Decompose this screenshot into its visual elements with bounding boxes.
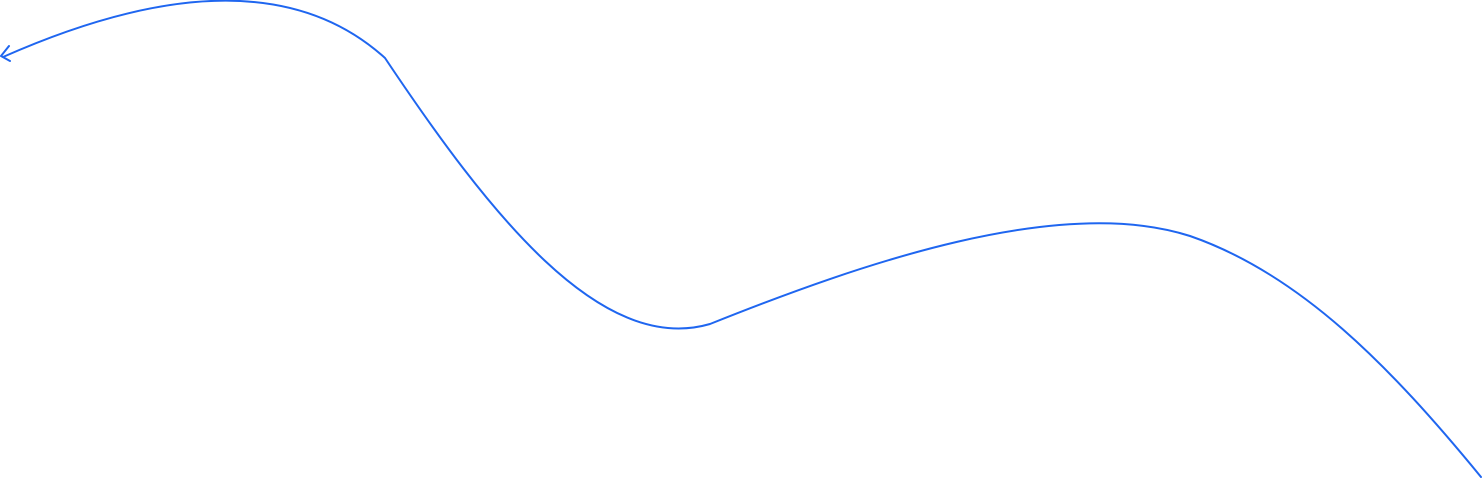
arrowhead-icon — [0, 45, 11, 62]
